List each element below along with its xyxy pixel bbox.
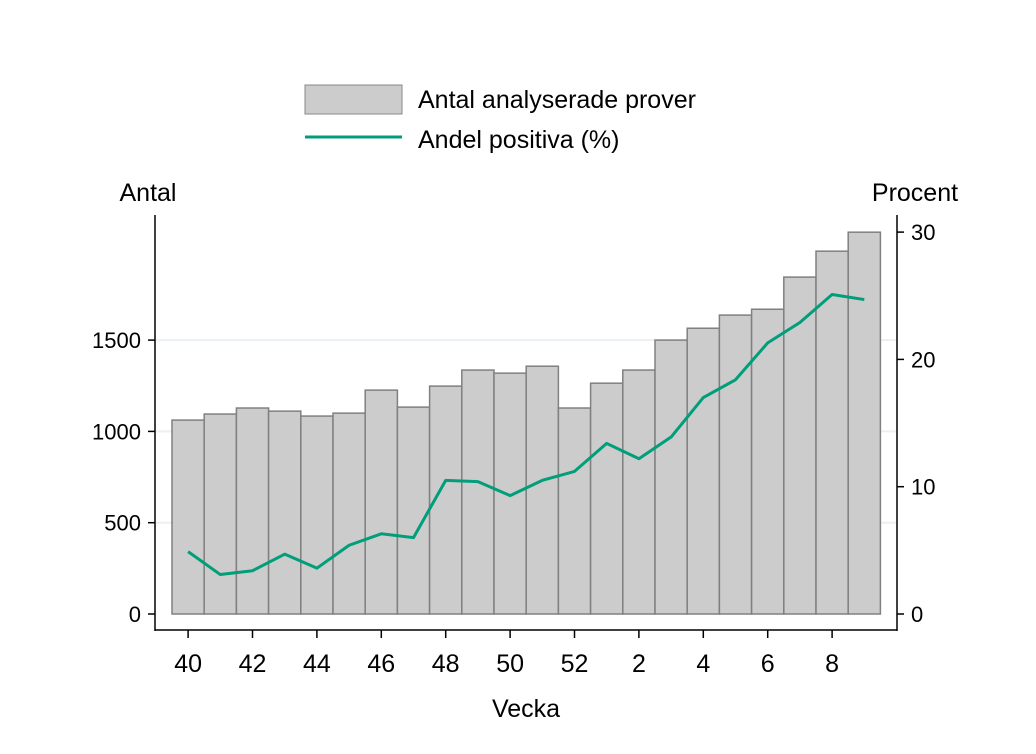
x-tick-label: 46	[367, 650, 395, 678]
left-tick-label: 500	[104, 511, 141, 536]
bar-week-44	[300, 415, 334, 615]
x-tick-label: 44	[303, 650, 331, 678]
x-tick-label: 50	[496, 650, 524, 678]
bar-week-46	[364, 389, 399, 615]
legend: Antal analyserade prover Andel positiva …	[304, 84, 696, 154]
left-axis-title: Antal	[120, 179, 177, 207]
legend-swatch-bar	[304, 84, 403, 115]
x-tick-label: 40	[174, 650, 202, 678]
bar-week-8	[815, 250, 849, 615]
bars	[171, 231, 882, 615]
bar-week-47	[396, 406, 431, 615]
bar-week-50	[493, 372, 527, 615]
left-tick-label: 0	[129, 602, 141, 627]
bar-week-6	[750, 308, 785, 615]
bar-week-7	[783, 276, 817, 615]
legend-label-line: Andel positiva (%)	[418, 126, 619, 154]
x-tick-label: 52	[561, 650, 589, 678]
bar-week-4	[686, 327, 721, 615]
series-line-andel-positiva	[187, 292, 865, 577]
bar-week-52	[557, 407, 592, 615]
bar-week-1	[589, 382, 624, 615]
bar-week-49	[461, 369, 495, 615]
x-tick-label: 6	[761, 650, 775, 678]
right-tick-label: 0	[911, 602, 923, 627]
right-tick-label: 20	[911, 347, 935, 372]
left-tick-label: 1000	[92, 419, 141, 444]
x-axis-title: Vecka	[492, 695, 560, 723]
legend-label-bar: Antal analyserade prover	[418, 86, 696, 114]
bar-week-51	[525, 365, 560, 615]
x-tick-label: 4	[696, 650, 710, 678]
bar-week-2	[622, 369, 656, 615]
bar-week-43	[267, 410, 302, 615]
bar-week-41	[203, 413, 238, 615]
bar-week-5	[718, 314, 753, 615]
bar-week-9	[847, 231, 882, 615]
bar-week-3	[654, 339, 688, 615]
bar-week-42	[235, 407, 270, 615]
x-tick-label: 2	[632, 650, 646, 678]
left-tick-label: 1500	[92, 328, 141, 353]
x-tick-label: 42	[239, 650, 267, 678]
x-tick-label: 48	[432, 650, 460, 678]
right-tick-label: 30	[911, 220, 935, 245]
bar-week-45	[332, 412, 366, 615]
right-tick-label: 10	[911, 475, 935, 500]
bar-week-40	[171, 419, 205, 615]
right-axis-title: Procent	[872, 179, 958, 207]
x-tick-label: 8	[825, 650, 839, 678]
